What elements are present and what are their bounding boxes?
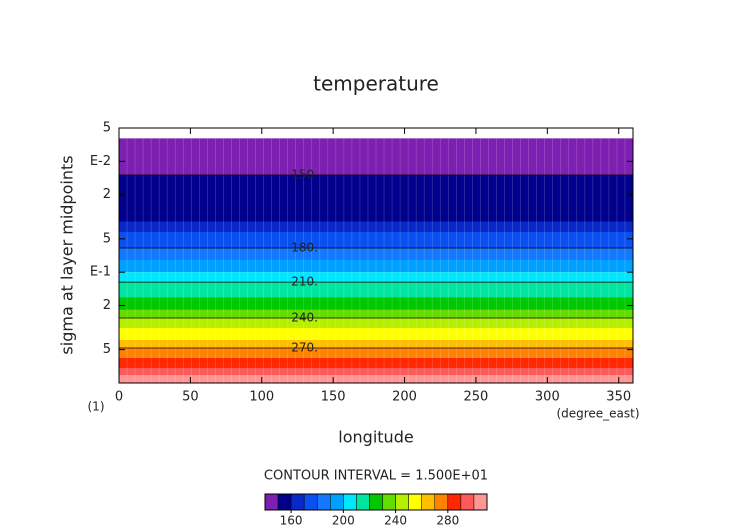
x-tick-label: 100 <box>249 390 274 405</box>
colorbar-box <box>277 493 292 511</box>
contour-band <box>119 175 633 222</box>
y-tick-label: 2 <box>103 187 111 202</box>
colorbar-tick-label: 240 <box>384 514 407 528</box>
contour-band <box>119 221 633 233</box>
y-tick-label: E-2 <box>90 154 111 169</box>
contour-band <box>119 339 633 348</box>
contour-band <box>119 367 633 376</box>
contour-band <box>119 272 633 283</box>
contour-band <box>119 309 633 318</box>
contour-band <box>119 138 633 176</box>
y-tick-label: 2 <box>103 298 111 313</box>
x-tick-label: 50 <box>182 390 199 405</box>
chart-title: temperature <box>313 72 439 96</box>
colorbar-box <box>303 493 318 511</box>
x-axis-label: longitude <box>338 428 413 447</box>
y-tick-label: 5 <box>103 121 111 136</box>
colorbar-box <box>264 493 279 511</box>
colorbar-box <box>330 493 344 511</box>
contour-band <box>119 247 633 260</box>
contour-label: 270. <box>291 340 318 354</box>
colorbar-tick-label: 280 <box>436 514 459 528</box>
colorbar-box <box>447 493 462 511</box>
x-tick-label: 350 <box>606 390 631 405</box>
colorbar-box <box>316 493 331 511</box>
contour-interval: CONTOUR INTERVAL = 1.500E+01 <box>264 469 488 484</box>
contour-band <box>119 282 633 298</box>
contour-band <box>119 317 633 329</box>
y-tick-label: 5 <box>103 231 111 246</box>
contour-band <box>119 297 633 310</box>
colorbar-tick-label: 160 <box>280 514 303 528</box>
x-tick-label: 250 <box>464 390 489 405</box>
colorbar-box <box>434 493 449 511</box>
contour-label: 180. <box>291 240 318 254</box>
y-axis-label: sigma at layer midpoints <box>58 155 77 354</box>
colorbar-frame <box>264 493 488 511</box>
x-unit-label: (degree_east) <box>556 407 639 421</box>
colorbar-box <box>395 493 409 511</box>
colorbar-box <box>460 493 475 511</box>
colorbar-box <box>369 493 383 511</box>
contour-band <box>119 232 633 248</box>
colorbar-box <box>382 493 396 511</box>
colorbar-box <box>421 493 436 511</box>
contour-label: 240. <box>291 310 318 324</box>
x-tick-label: 0 <box>115 390 123 405</box>
colorbar-box <box>408 493 422 511</box>
x-tick-label: 300 <box>535 390 560 405</box>
contour-band <box>119 375 633 383</box>
plot-frame <box>118 127 634 384</box>
contour-band <box>119 347 633 358</box>
contour-band <box>119 328 633 340</box>
colorbar-box <box>343 493 357 511</box>
contour-label: 150. <box>291 168 318 182</box>
y-tick-label: 5 <box>103 342 111 357</box>
y-factor-label: (1) <box>88 400 105 414</box>
y-tick-label: E-1 <box>90 265 111 280</box>
colorbar-box <box>356 493 370 511</box>
contour-band <box>119 357 633 368</box>
contour-band <box>119 259 633 273</box>
x-tick-label: 150 <box>321 390 346 405</box>
colorbar-box <box>473 493 488 511</box>
colorbar-box <box>290 493 305 511</box>
x-tick-label: 200 <box>392 390 417 405</box>
contour-label: 210. <box>291 275 318 289</box>
colorbar-tick-label: 200 <box>332 514 355 528</box>
